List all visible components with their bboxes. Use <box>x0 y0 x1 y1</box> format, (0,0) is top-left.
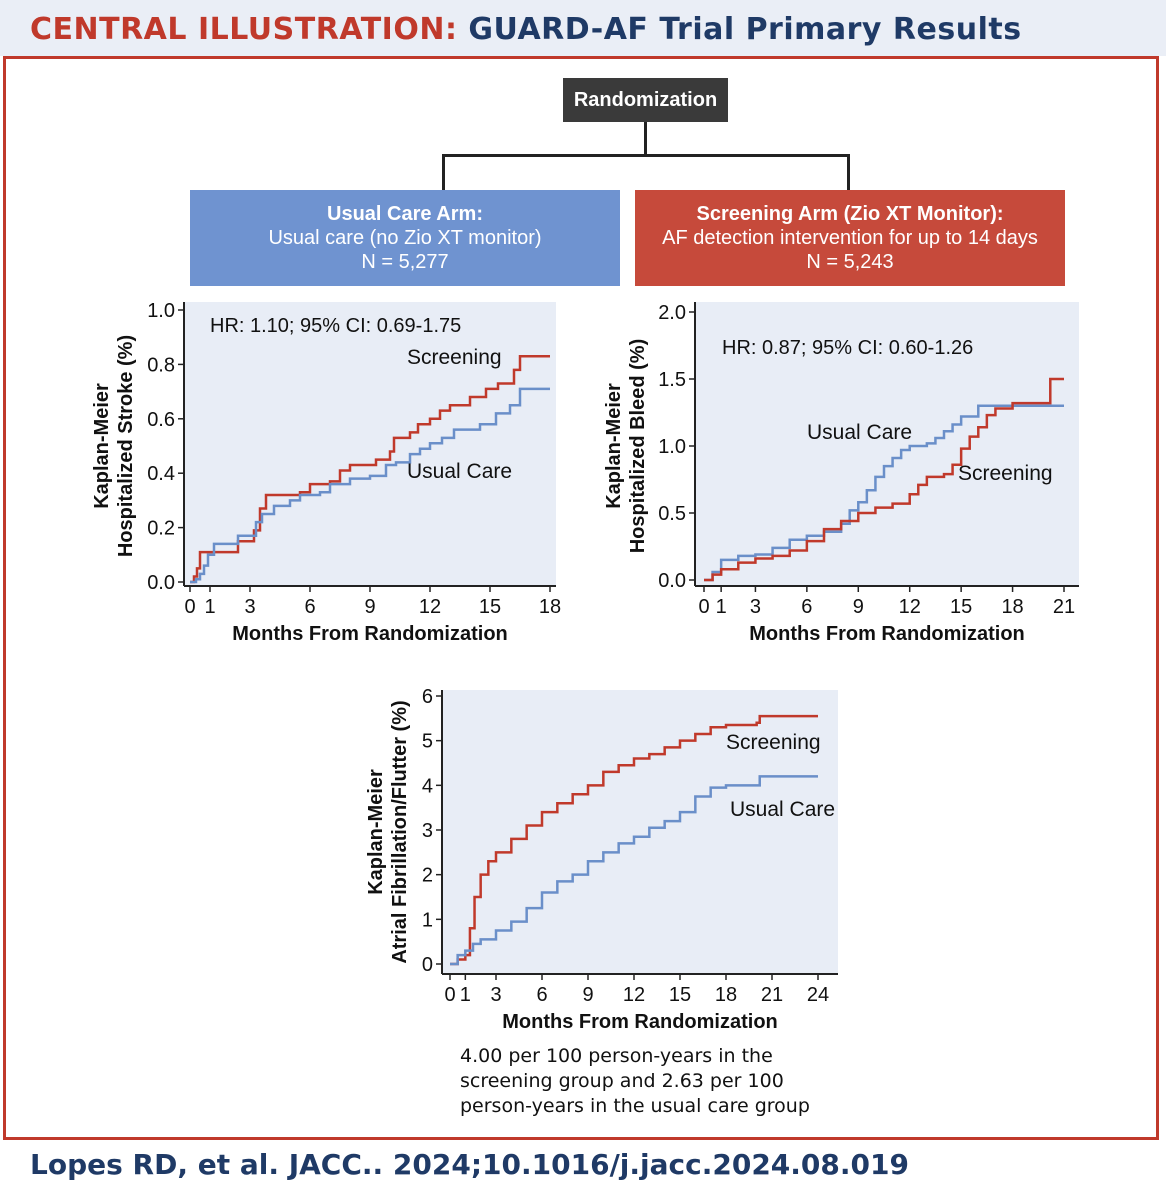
af-y-axis-label: Kaplan-Meier Atrial Fibrillation/Flutter … <box>365 700 411 963</box>
incidence-note: 4.00 per 100 person-years in the screeni… <box>460 1045 810 1117</box>
af-y-tick-label: 6 <box>422 686 433 708</box>
stroke-x-tick-label: 18 <box>539 596 561 618</box>
af-x-tick-label: 21 <box>761 984 783 1006</box>
usual-arm-n: N = 5,277 <box>361 251 449 273</box>
header-bar: CENTRAL ILLUSTRATION: GUARD-AF Trial Pri… <box>0 0 1166 56</box>
af-x-tick-label: 12 <box>623 984 645 1006</box>
bleed-x-axis-label: Months From Randomization <box>749 623 1025 645</box>
screening-arm-box: Screening Arm (Zio XT Monitor): AF detec… <box>635 190 1065 286</box>
bleed-y-tick-label: 0.0 <box>658 570 686 592</box>
bleed-x-tick-label: 21 <box>1053 596 1075 618</box>
bleed-y-tick-label: 1.5 <box>658 369 686 391</box>
stroke-x-tick-label: 9 <box>364 596 375 618</box>
af-x-tick-label: 9 <box>582 984 593 1006</box>
bleed-y-axis-label: Kaplan-Meier Hospitalized Bleed (%) <box>603 339 649 553</box>
stroke-label-screening: Screening <box>407 346 502 369</box>
bleed-x-tick-label: 1 <box>716 596 727 618</box>
bleed-y-tick-label: 2.0 <box>658 302 686 324</box>
bleed-y-axis-label-line: Kaplan-Meier <box>603 383 625 509</box>
af-y-tick-label: 1 <box>422 909 433 931</box>
stroke-x-tick-label: 15 <box>479 596 501 618</box>
stroke-plot-background <box>184 302 556 586</box>
stroke-y-tick-label: 0.8 <box>147 354 175 376</box>
bleed-y-tick-label: 0.5 <box>658 503 686 525</box>
bleed-x-tick-label: 15 <box>950 596 972 618</box>
stroke-y-tick-label: 0.4 <box>147 463 175 485</box>
screening-arm-n: N = 5,243 <box>806 251 894 273</box>
stroke-y-tick-label: 0.2 <box>147 518 175 540</box>
stroke-x-tick-label: 12 <box>419 596 441 618</box>
stroke-series-usual-care <box>190 387 550 584</box>
bleed-x-tick-label: 0 <box>698 596 709 618</box>
af-x-tick-label: 3 <box>490 984 501 1006</box>
tree-right-leg <box>847 154 850 190</box>
af-x-tick-label: 0 <box>444 984 455 1006</box>
af-x-tick-label: 15 <box>669 984 691 1006</box>
bleed-x-tick-label: 18 <box>1001 596 1023 618</box>
af-y-tick-label: 0 <box>422 954 433 976</box>
bleed-label-usual-care: Usual Care <box>807 421 912 444</box>
bleed-x-tick-label: 3 <box>750 596 761 618</box>
figure-title: CENTRAL ILLUSTRATION: GUARD-AF Trial Pri… <box>30 12 1022 47</box>
af-x-tick-label: 1 <box>460 984 471 1006</box>
bleed-y-axis-label-line: Hospitalized Bleed (%) <box>627 339 649 553</box>
af-label-usual-care: Usual Care <box>730 798 835 821</box>
stroke-chart: 0.0 0.2 0.4 0.6 0.8 1.0 0 1 3 6 9 12 15 18 Months From… <box>91 300 561 645</box>
af-y-axis-label-line: Atrial Fibrillation/Flutter (%) <box>389 700 411 963</box>
screening-arm-title: Screening Arm (Zio XT Monitor): <box>696 203 1004 225</box>
bleed-series-usual-care <box>704 404 1064 582</box>
screening-arm-desc: AF detection intervention for up to 14 d… <box>662 227 1038 249</box>
bleed-x-tick-label: 9 <box>853 596 864 618</box>
stroke-label-usual-care: Usual Care <box>407 460 512 483</box>
stroke-y-tick-label: 0.6 <box>147 409 175 431</box>
af-x-tick-label: 6 <box>536 984 547 1006</box>
stroke-y-axis-label-line: Kaplan-Meier <box>91 383 113 509</box>
af-y-tick-label: 4 <box>422 775 433 797</box>
stroke-x-axis-label: Months From Randomization <box>232 623 508 645</box>
bleed-hr-annotation: HR: 0.87; 95% CI: 0.60-1.26 <box>722 337 973 359</box>
bleed-label-screening: Screening <box>958 462 1053 485</box>
af-x-tick-label: 24 <box>807 984 829 1006</box>
stroke-y-axis-label: Kaplan-Meier Hospitalized Stroke (%) <box>91 335 137 557</box>
bleed-x-tick-label: 6 <box>801 596 812 618</box>
af-x-axis-label: Months From Randomization <box>502 1011 778 1033</box>
usual-arm-desc: Usual care (no Zio XT monitor) <box>268 227 542 249</box>
stroke-x-tick-label: 6 <box>304 596 315 618</box>
stroke-x-tick-label: 0 <box>184 596 195 618</box>
tree-stem <box>644 122 647 156</box>
citation: Lopes RD, et al. JACC.. 2024;10.1016/j.j… <box>30 1148 909 1181</box>
title-label-red: CENTRAL ILLUSTRATION: <box>30 12 458 47</box>
af-plot-background <box>442 690 838 974</box>
bleed-y-tick-label: 1.0 <box>658 436 686 458</box>
bleed-x-tick-label: 12 <box>899 596 921 618</box>
af-label-screening: Screening <box>726 731 821 754</box>
tree-crossbar <box>442 154 850 157</box>
af-y-tick-label: 3 <box>422 820 433 842</box>
randomization-box: Randomization <box>563 78 728 122</box>
bleed-series-screening <box>704 377 1064 582</box>
stroke-x-tick-label: 3 <box>244 596 255 618</box>
title-label-blue: GUARD-AF Trial Primary Results <box>468 12 1022 47</box>
tree-left-leg <box>442 154 445 190</box>
af-y-axis-label-line: Kaplan-Meier <box>365 769 387 895</box>
bleed-chart: 0.0 0.5 1.0 1.5 2.0 0 1 3 6 9 12 15 18 21 Months From … <box>603 302 1079 645</box>
bleed-plot-background <box>695 302 1079 586</box>
stroke-hr-annotation: HR: 1.10; 95% CI: 0.69-1.75 <box>210 315 461 337</box>
stroke-y-axis-label-line: Hospitalized Stroke (%) <box>115 335 137 557</box>
af-y-tick-label: 5 <box>422 731 433 753</box>
stroke-x-tick-label: 1 <box>204 596 215 618</box>
figure-frame <box>3 56 1159 1140</box>
af-series-screening <box>450 714 818 966</box>
stroke-y-tick-label: 1.0 <box>147 300 175 322</box>
stroke-y-tick-label: 0.0 <box>147 572 175 594</box>
usual-arm-title: Usual Care Arm: <box>327 203 483 225</box>
af-series-usual-care <box>450 775 818 966</box>
af-x-tick-label: 18 <box>715 984 737 1006</box>
af-y-tick-label: 2 <box>422 865 433 887</box>
usual-care-arm-box: Usual Care Arm: Usual care (no Zio XT mo… <box>190 190 620 286</box>
